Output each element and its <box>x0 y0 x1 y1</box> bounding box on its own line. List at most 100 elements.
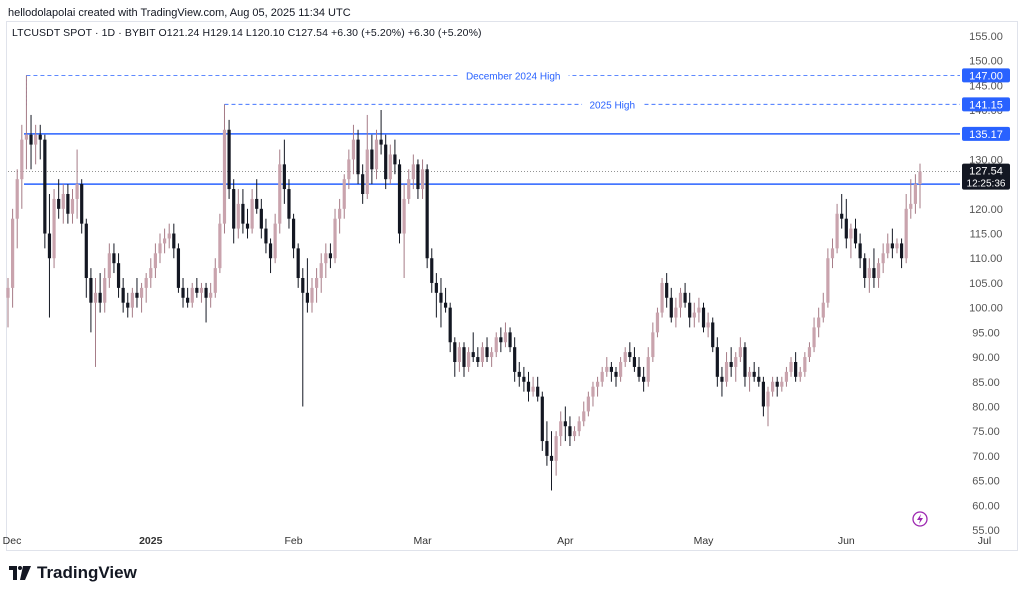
candle-body <box>15 179 19 219</box>
candle-body <box>591 386 595 397</box>
candle-body <box>75 184 79 199</box>
candle-body <box>559 421 563 437</box>
candle-body <box>172 233 176 249</box>
candle-body <box>609 366 613 372</box>
candle-body <box>213 268 217 293</box>
candle-body <box>605 366 609 372</box>
y-tick-label: 150.00 <box>969 56 1003 68</box>
tradingview-brand: TradingView <box>37 563 137 582</box>
candle-body <box>232 189 236 229</box>
candle-body <box>384 144 388 180</box>
candle-body <box>660 282 664 313</box>
candle-body <box>370 149 374 170</box>
level-price-tag-text: 141.15 <box>969 99 1003 111</box>
candle-body <box>701 307 706 328</box>
y-tick-label: 60.00 <box>972 500 1000 512</box>
candle-body <box>876 263 881 278</box>
candle-body <box>895 243 899 249</box>
candle-body <box>803 357 807 372</box>
candle-body <box>11 218 15 288</box>
candle-body <box>669 297 673 318</box>
x-tick-label: Jun <box>838 535 855 547</box>
candle-body <box>273 223 277 259</box>
candle-body <box>637 366 641 377</box>
y-tick-label: 75.00 <box>972 426 1000 438</box>
candle-body <box>38 134 42 140</box>
candle-body <box>167 233 171 239</box>
candle-body <box>513 347 517 372</box>
candle-body <box>319 263 323 278</box>
candle-body <box>913 184 917 204</box>
candle-body <box>821 302 825 318</box>
level-price-tag <box>962 68 1010 83</box>
candle-body <box>315 278 319 288</box>
candle-body <box>112 253 116 264</box>
candle-body <box>674 307 678 318</box>
candle-body <box>34 134 38 145</box>
candle-body <box>439 292 443 303</box>
candle-body <box>278 164 282 224</box>
candle-body <box>817 317 821 328</box>
y-tick-label: 85.00 <box>972 377 1000 389</box>
x-tick-label: Dec <box>3 535 22 547</box>
candle-body <box>872 268 876 278</box>
candle-body <box>393 154 397 165</box>
candle-body <box>789 362 793 372</box>
candle-body <box>434 282 438 293</box>
tradingview-logo[interactable]: TradingView <box>9 563 137 583</box>
candle-body <box>752 371 756 377</box>
candle-body <box>628 352 632 358</box>
candle-body <box>761 381 765 407</box>
candle-body <box>153 253 157 269</box>
candle-body <box>24 134 29 140</box>
candle-body <box>443 302 448 308</box>
level-price-tag <box>962 126 1010 141</box>
candle-body <box>103 278 107 303</box>
candle-body <box>646 357 650 382</box>
candle-body <box>457 347 461 362</box>
candle-body <box>881 253 885 264</box>
candle-body <box>268 243 273 259</box>
candle-body <box>784 371 789 382</box>
candle-body <box>844 218 848 239</box>
y-tick-label: 155.00 <box>969 31 1003 43</box>
candle-body <box>738 347 742 358</box>
candle-body <box>425 169 429 259</box>
candle-body <box>245 223 250 229</box>
x-tick-label: Mar <box>413 535 432 547</box>
y-tick-label: 70.00 <box>972 451 1000 463</box>
candle-body <box>116 263 121 288</box>
candle-body <box>255 198 259 209</box>
candle-body <box>494 337 498 353</box>
candle-body <box>490 352 494 358</box>
candle-body <box>305 292 309 303</box>
candle-body <box>98 292 102 303</box>
level-price-tag <box>962 97 1010 112</box>
candle-body <box>342 179 346 209</box>
candle-body <box>282 164 286 190</box>
candle-body <box>711 322 715 348</box>
candle-body <box>158 243 162 254</box>
candle-body <box>430 258 434 283</box>
y-tick-label: 65.00 <box>972 476 1000 488</box>
candle-body <box>218 223 222 269</box>
candle-body <box>757 376 761 382</box>
candle-body <box>310 287 314 303</box>
candle-body <box>775 381 779 387</box>
candle-body <box>858 243 862 259</box>
candle-body <box>517 371 521 377</box>
candle-body <box>80 184 84 224</box>
candle-body <box>324 253 328 264</box>
candle-body <box>43 139 47 234</box>
candle-body <box>204 287 208 298</box>
y-tick-label: 110.00 <box>970 253 1003 265</box>
candle-body <box>57 198 61 209</box>
candle-body <box>697 307 701 313</box>
level-price-tag-text: 135.17 <box>969 129 1003 141</box>
candle-body <box>909 203 913 209</box>
candle-body <box>199 287 204 293</box>
candle-body <box>554 436 558 461</box>
candle-body <box>264 228 268 244</box>
candle-body <box>503 332 508 343</box>
